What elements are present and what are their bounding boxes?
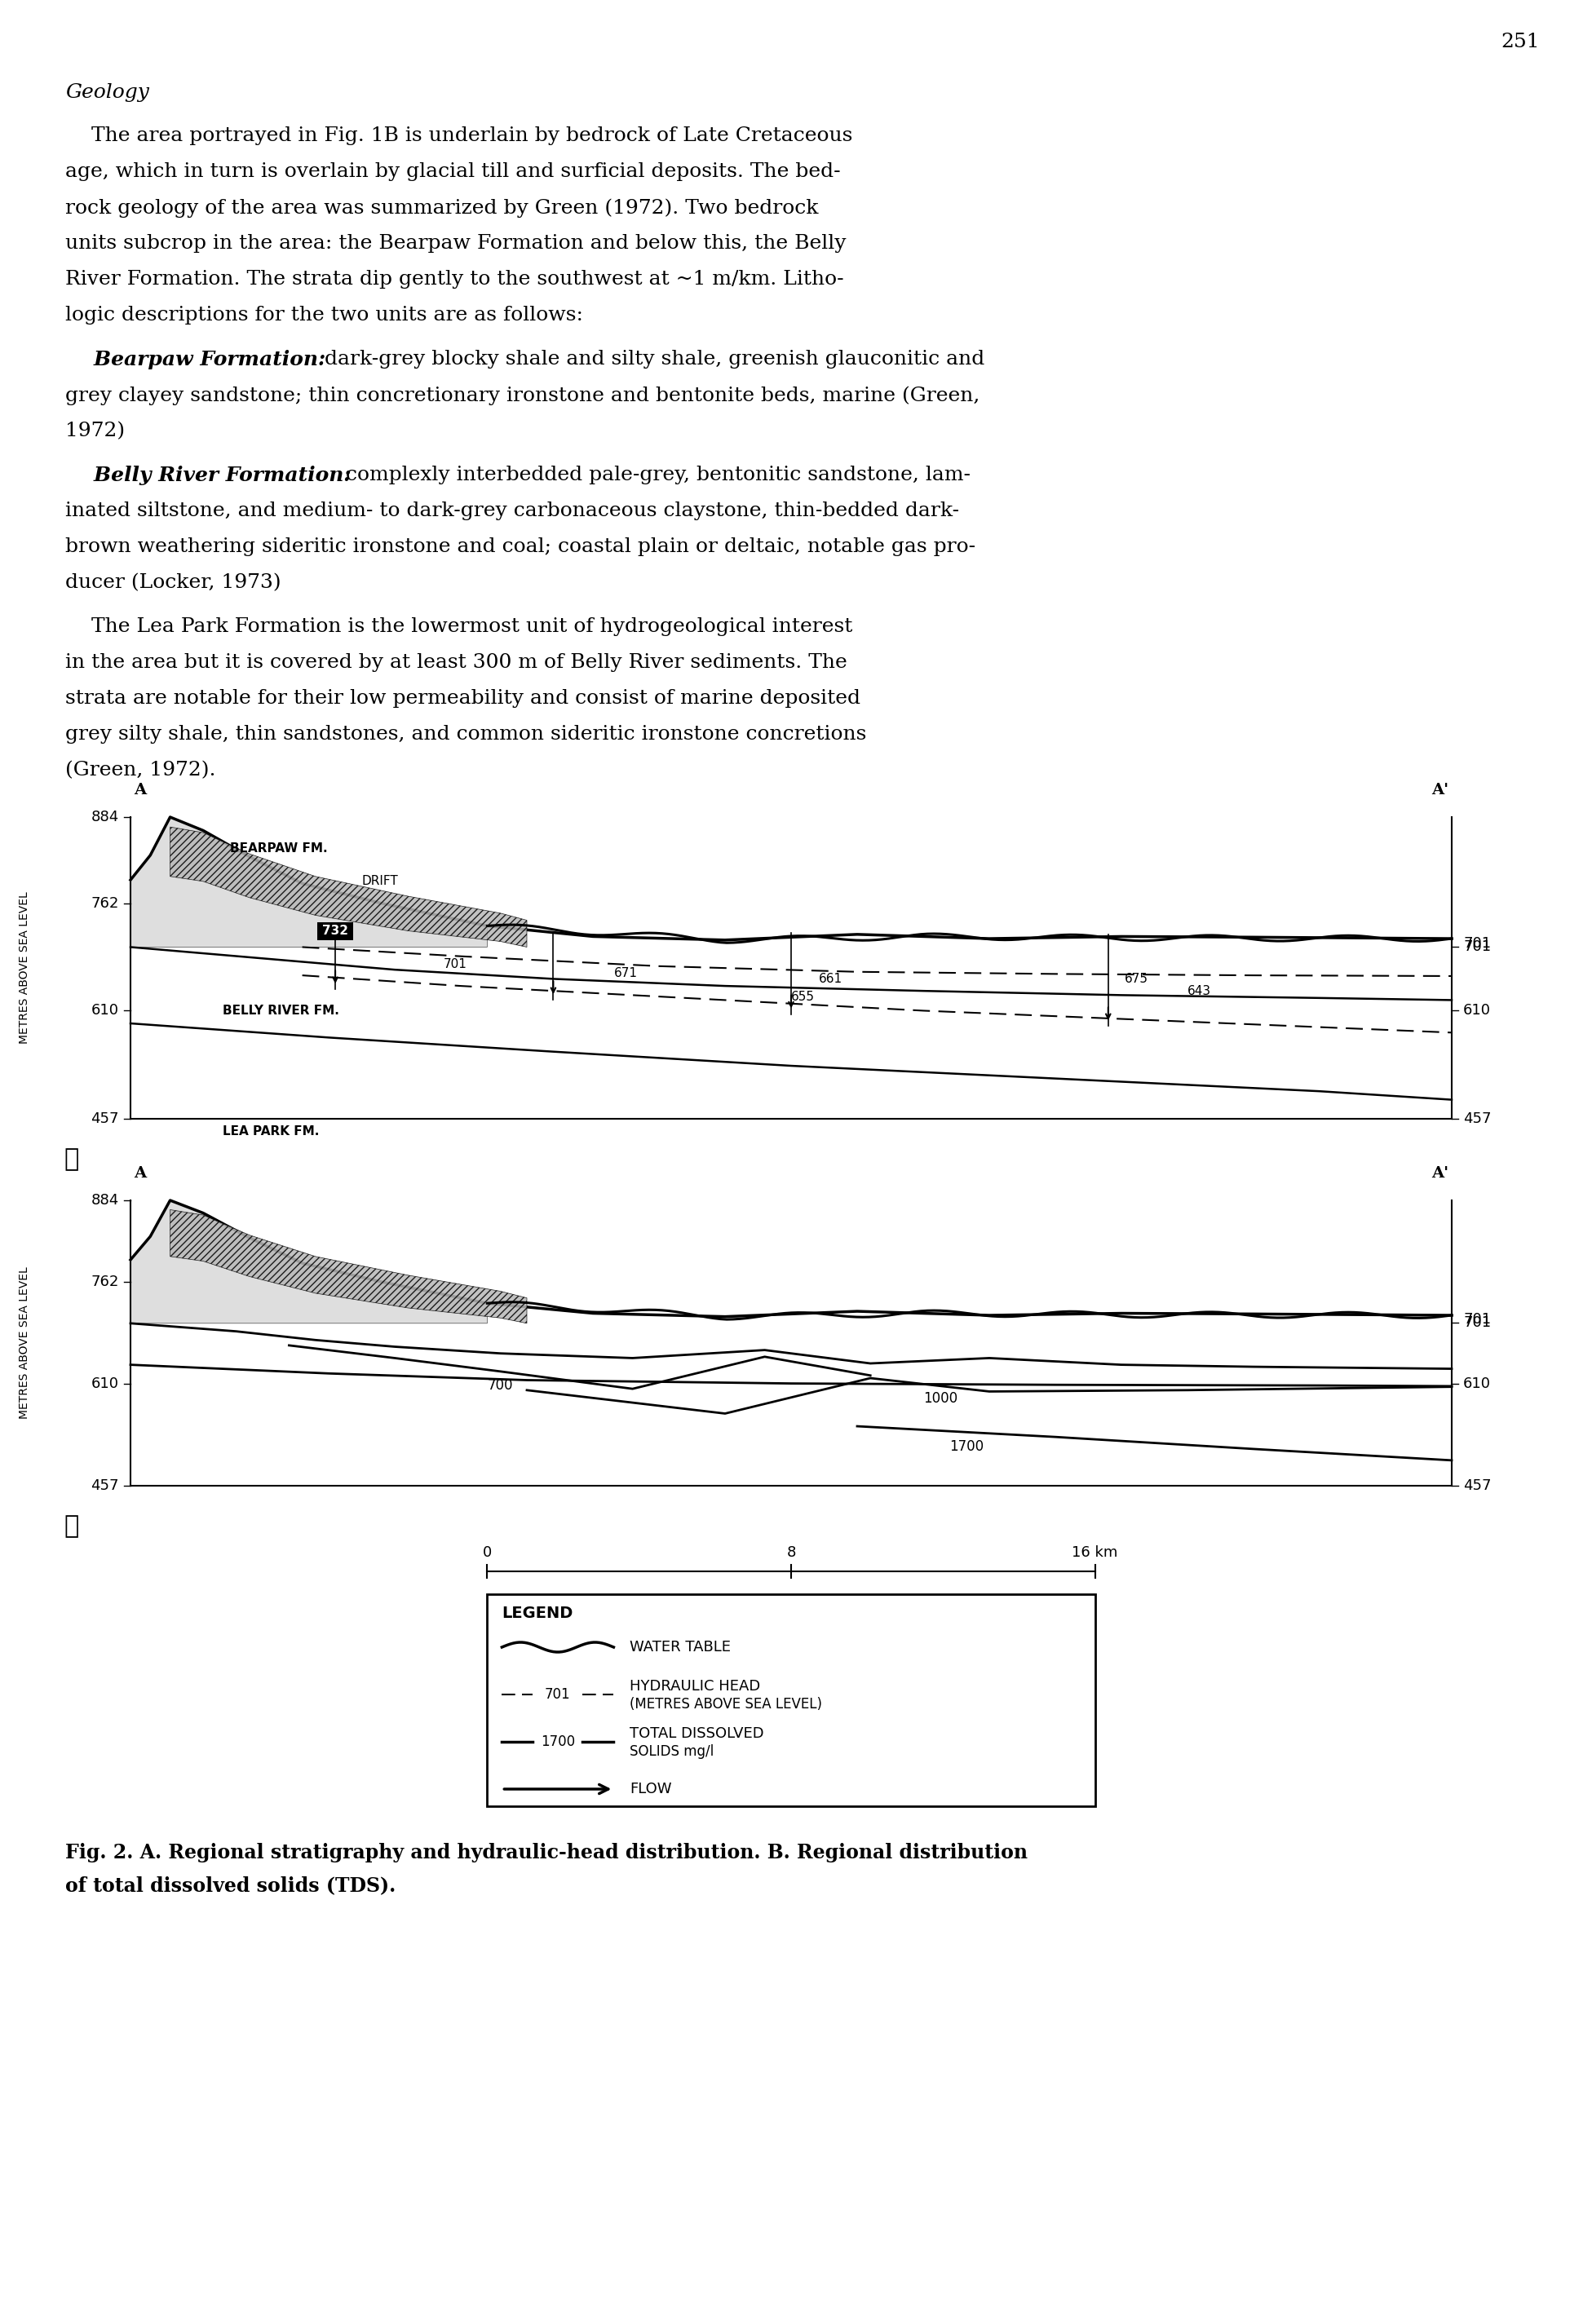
Text: WATER TABLE: WATER TABLE bbox=[630, 1641, 731, 1655]
Text: METRES ABOVE SEA LEVEL: METRES ABOVE SEA LEVEL bbox=[19, 892, 30, 1043]
Text: 701: 701 bbox=[1463, 939, 1492, 953]
Text: 661: 661 bbox=[818, 974, 842, 985]
Text: strata are notable for their low permeability and consist of marine deposited: strata are notable for their low permeab… bbox=[65, 688, 860, 709]
Text: BEARPAW FM.: BEARPAW FM. bbox=[229, 841, 326, 855]
Text: 701: 701 bbox=[1463, 1315, 1492, 1329]
Text: The Lea Park Formation is the lowermost unit of hydrogeological interest: The Lea Park Formation is the lowermost … bbox=[65, 618, 853, 637]
Text: 762: 762 bbox=[91, 1274, 119, 1290]
Text: A': A' bbox=[1431, 783, 1449, 797]
Text: (METRES ABOVE SEA LEVEL): (METRES ABOVE SEA LEVEL) bbox=[630, 1697, 823, 1710]
Text: Bearpaw Formation:: Bearpaw Formation: bbox=[65, 351, 326, 370]
Text: Geology: Geology bbox=[65, 84, 150, 102]
Text: The area portrayed in Fig. 1B is underlain by bedrock of Late Cretaceous: The area portrayed in Fig. 1B is underla… bbox=[65, 125, 853, 144]
Text: 457: 457 bbox=[91, 1478, 119, 1492]
Text: 0: 0 bbox=[482, 1545, 492, 1559]
Text: 1700: 1700 bbox=[950, 1439, 984, 1452]
Text: 457: 457 bbox=[1463, 1478, 1492, 1492]
Text: A: A bbox=[134, 1167, 146, 1181]
Text: 700: 700 bbox=[487, 1378, 513, 1392]
Text: age, which in turn is overlain by glacial till and surficial deposits. The bed-: age, which in turn is overlain by glacia… bbox=[65, 163, 841, 181]
Text: in the area but it is covered by at least 300 m of Belly River sediments. The: in the area but it is covered by at leas… bbox=[65, 653, 847, 672]
Text: Ⓐ: Ⓐ bbox=[64, 1148, 78, 1171]
Text: 701: 701 bbox=[1463, 1313, 1492, 1327]
Text: 655: 655 bbox=[791, 990, 815, 1004]
Polygon shape bbox=[131, 818, 487, 948]
Text: METRES ABOVE SEA LEVEL: METRES ABOVE SEA LEVEL bbox=[19, 1267, 30, 1420]
Text: TOTAL DISSOLVED: TOTAL DISSOLVED bbox=[630, 1727, 764, 1741]
Polygon shape bbox=[131, 1199, 487, 1322]
Text: grey silty shale, thin sandstones, and common sideritic ironstone concretions: grey silty shale, thin sandstones, and c… bbox=[65, 725, 866, 744]
Polygon shape bbox=[170, 827, 527, 948]
Text: 610: 610 bbox=[91, 1376, 119, 1390]
Text: Fig. 2. A. Regional stratigraphy and hydraulic-head distribution. B. Regional di: Fig. 2. A. Regional stratigraphy and hyd… bbox=[65, 1843, 1027, 1862]
Text: Belly River Formation:: Belly River Formation: bbox=[65, 465, 352, 486]
Text: brown weathering sideritic ironstone and coal; coastal plain or deltaic, notable: brown weathering sideritic ironstone and… bbox=[65, 537, 976, 555]
Text: logic descriptions for the two units are as follows:: logic descriptions for the two units are… bbox=[65, 307, 583, 325]
Text: FLOW: FLOW bbox=[630, 1783, 672, 1796]
Text: units subcrop in the area: the Bearpaw Formation and below this, the Belly: units subcrop in the area: the Bearpaw F… bbox=[65, 235, 847, 253]
Text: BELLY RIVER FM.: BELLY RIVER FM. bbox=[223, 1004, 339, 1018]
Text: 457: 457 bbox=[1463, 1111, 1492, 1127]
Text: A': A' bbox=[1431, 1167, 1449, 1181]
Text: DRIFT: DRIFT bbox=[361, 876, 398, 888]
Text: 8: 8 bbox=[786, 1545, 796, 1559]
Text: HYDRAULIC HEAD: HYDRAULIC HEAD bbox=[630, 1678, 761, 1694]
Text: River Formation. The strata dip gently to the southwest at ~1 m/km. Litho-: River Formation. The strata dip gently t… bbox=[65, 270, 844, 288]
Text: 643: 643 bbox=[1188, 985, 1212, 997]
Text: 762: 762 bbox=[91, 897, 119, 911]
Text: LEA PARK FM.: LEA PARK FM. bbox=[223, 1125, 320, 1136]
Text: grey clayey sandstone; thin concretionary ironstone and bentonite beds, marine (: grey clayey sandstone; thin concretionar… bbox=[65, 386, 979, 404]
Text: 1972): 1972) bbox=[65, 421, 124, 439]
Text: 251: 251 bbox=[1501, 33, 1539, 51]
Text: 610: 610 bbox=[1463, 1004, 1490, 1018]
Text: 457: 457 bbox=[91, 1111, 119, 1127]
Polygon shape bbox=[170, 1211, 527, 1322]
Text: 671: 671 bbox=[615, 967, 638, 978]
Text: inated siltstone, and medium- to dark-grey carbonaceous claystone, thin-bedded d: inated siltstone, and medium- to dark-gr… bbox=[65, 502, 960, 521]
Text: 732: 732 bbox=[322, 925, 349, 937]
Text: 701: 701 bbox=[1463, 937, 1492, 951]
Text: of total dissolved solids (TDS).: of total dissolved solids (TDS). bbox=[65, 1875, 396, 1894]
Text: 701: 701 bbox=[444, 957, 468, 971]
Text: 701: 701 bbox=[544, 1687, 570, 1701]
Text: LEGEND: LEGEND bbox=[501, 1606, 573, 1622]
Text: (Green, 1972).: (Green, 1972). bbox=[65, 760, 217, 779]
Text: SOLIDS mg/l: SOLIDS mg/l bbox=[630, 1745, 715, 1759]
Text: A: A bbox=[134, 783, 146, 797]
Text: rock geology of the area was summarized by Green (1972). Two bedrock: rock geology of the area was summarized … bbox=[65, 198, 818, 218]
Text: Ⓑ: Ⓑ bbox=[64, 1515, 78, 1538]
Text: 675: 675 bbox=[1124, 971, 1148, 985]
Text: 884: 884 bbox=[91, 1192, 119, 1208]
Bar bbox=[317, 923, 353, 939]
Bar bbox=[487, 1594, 1095, 1806]
Text: 1000: 1000 bbox=[923, 1392, 957, 1406]
Text: ducer (Locker, 1973): ducer (Locker, 1973) bbox=[65, 574, 282, 593]
Text: 610: 610 bbox=[1463, 1376, 1490, 1390]
Text: 1700: 1700 bbox=[541, 1734, 575, 1750]
Text: complexly interbedded pale-grey, bentonitic sandstone, lam-: complexly interbedded pale-grey, bentoni… bbox=[339, 465, 971, 483]
Text: 610: 610 bbox=[91, 1004, 119, 1018]
Text: dark-grey blocky shale and silty shale, greenish glauconitic and: dark-grey blocky shale and silty shale, … bbox=[318, 351, 984, 370]
Text: 16 km: 16 km bbox=[1071, 1545, 1118, 1559]
Text: 884: 884 bbox=[91, 809, 119, 825]
